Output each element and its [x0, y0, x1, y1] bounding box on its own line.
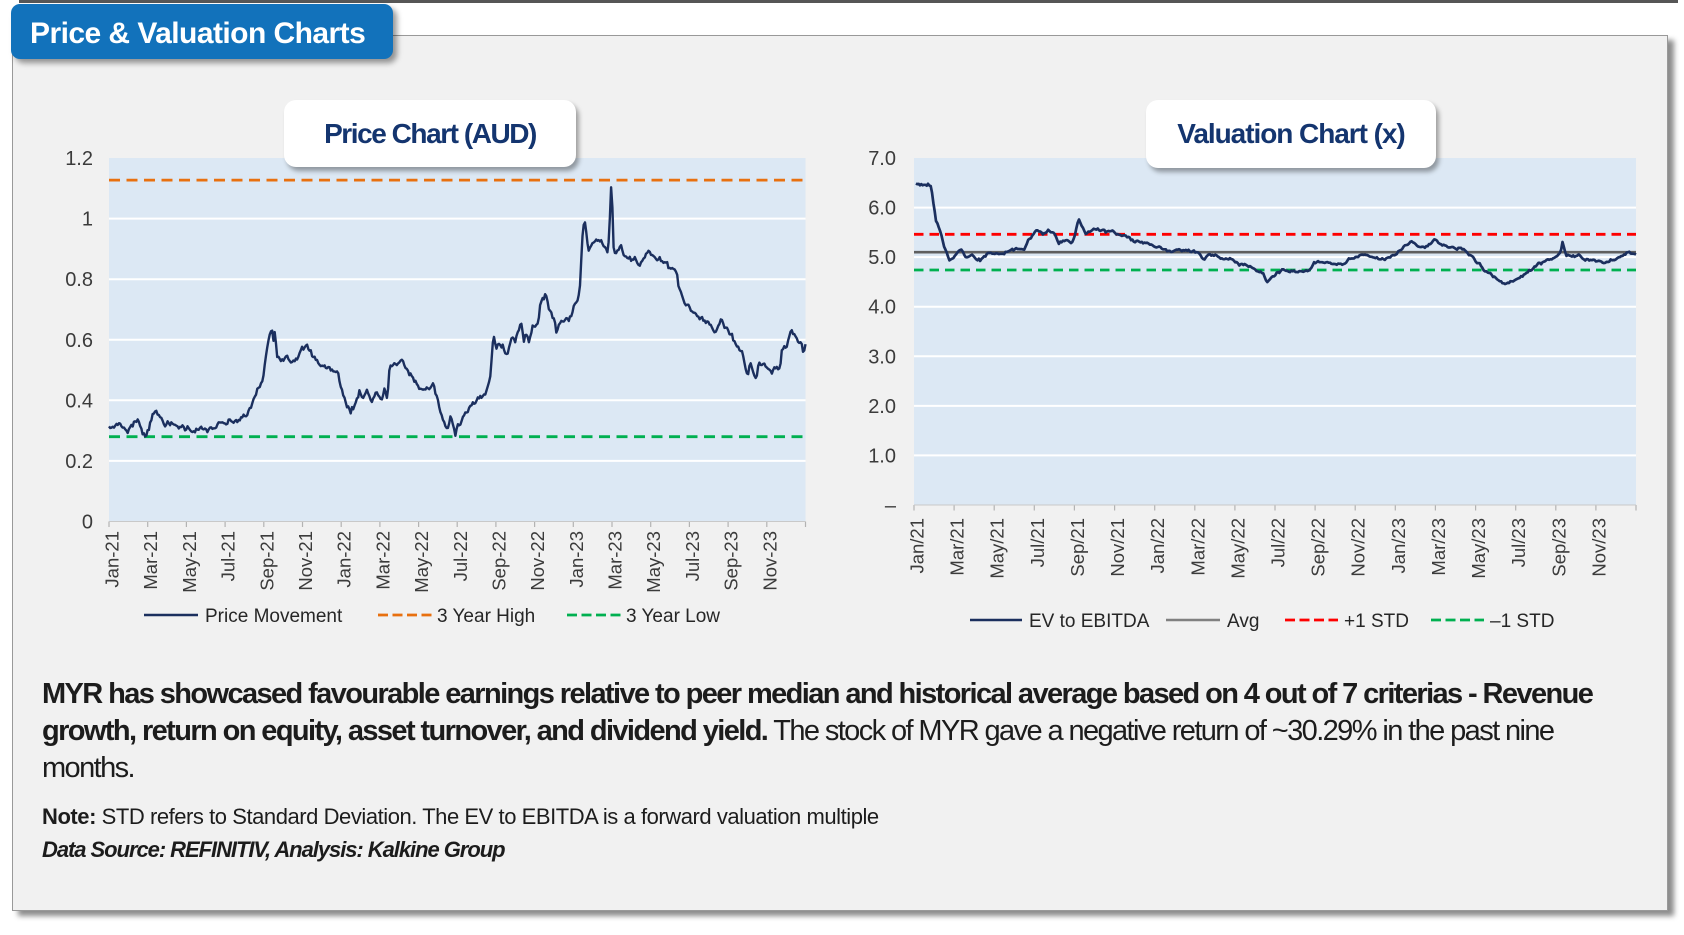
svg-text:Jul/22: Jul/22 — [1268, 518, 1289, 567]
svg-text:Mar/21: Mar/21 — [947, 518, 968, 576]
svg-text:7.0: 7.0 — [868, 148, 896, 170]
svg-text:–: – — [885, 495, 897, 517]
svg-text:Sep-22: Sep-22 — [488, 531, 509, 591]
svg-text:3 Year High: 3 Year High — [437, 606, 535, 627]
svg-text:Price Movement: Price Movement — [205, 606, 343, 627]
svg-text:Mar/22: Mar/22 — [1187, 518, 1208, 576]
svg-text:2.0: 2.0 — [868, 396, 896, 418]
svg-text:–1 STD: –1 STD — [1490, 611, 1554, 632]
svg-text:Jul/23: Jul/23 — [1508, 518, 1529, 567]
svg-text:Nov-22: Nov-22 — [527, 531, 548, 591]
svg-text:Jan/22: Jan/22 — [1147, 518, 1168, 574]
svg-text:Jul-22: Jul-22 — [450, 531, 471, 581]
svg-text:Mar-21: Mar-21 — [140, 531, 161, 590]
svg-text:Jan/21: Jan/21 — [907, 518, 928, 574]
svg-text:Jul/21: Jul/21 — [1027, 518, 1048, 567]
svg-text:May/23: May/23 — [1468, 518, 1489, 579]
svg-text:Nov/22: Nov/22 — [1348, 518, 1369, 577]
svg-text:0.2: 0.2 — [65, 451, 93, 473]
svg-text:EV to EBITDA: EV to EBITDA — [1029, 611, 1150, 632]
svg-text:May-21: May-21 — [179, 531, 200, 593]
svg-text:May/22: May/22 — [1227, 518, 1248, 579]
svg-text:Jan-23: Jan-23 — [566, 531, 587, 588]
svg-text:0.8: 0.8 — [65, 269, 93, 291]
svg-text:Avg: Avg — [1227, 611, 1259, 632]
svg-text:Jul-23: Jul-23 — [682, 531, 703, 581]
svg-text:6.0: 6.0 — [868, 198, 896, 220]
svg-text:Nov-21: Nov-21 — [295, 531, 316, 591]
svg-text:1: 1 — [82, 209, 93, 231]
svg-text:1.2: 1.2 — [65, 148, 93, 170]
svg-text:0.4: 0.4 — [65, 390, 93, 412]
svg-text:Nov/21: Nov/21 — [1107, 518, 1128, 577]
svg-text:Sep-21: Sep-21 — [256, 531, 277, 591]
svg-text:Mar-23: Mar-23 — [605, 531, 626, 590]
svg-text:Jan-22: Jan-22 — [334, 531, 355, 588]
svg-text:Jul-21: Jul-21 — [218, 531, 239, 581]
svg-text:Nov/23: Nov/23 — [1588, 518, 1609, 577]
svg-text:1.0: 1.0 — [868, 445, 896, 467]
svg-text:+1 STD: +1 STD — [1344, 611, 1409, 632]
svg-text:Jan-21: Jan-21 — [102, 531, 123, 588]
svg-text:May-23: May-23 — [643, 531, 664, 593]
svg-text:0: 0 — [82, 512, 93, 534]
svg-text:Mar/23: Mar/23 — [1428, 518, 1449, 576]
svg-text:5.0: 5.0 — [868, 247, 896, 269]
svg-text:Sep-23: Sep-23 — [721, 531, 742, 591]
svg-text:Sep/22: Sep/22 — [1308, 518, 1329, 577]
svg-text:Nov-23: Nov-23 — [759, 531, 780, 591]
svg-text:3.0: 3.0 — [868, 346, 896, 368]
svg-text:3 Year Low: 3 Year Low — [626, 606, 720, 627]
svg-text:Jan/23: Jan/23 — [1388, 518, 1409, 574]
svg-text:4.0: 4.0 — [868, 297, 896, 319]
svg-text:May/21: May/21 — [987, 518, 1008, 579]
svg-text:Mar-22: Mar-22 — [372, 531, 393, 590]
svg-text:Sep/23: Sep/23 — [1548, 518, 1569, 577]
svg-text:0.6: 0.6 — [65, 330, 93, 352]
svg-text:May-22: May-22 — [411, 531, 432, 593]
svg-text:Sep/21: Sep/21 — [1067, 518, 1088, 577]
